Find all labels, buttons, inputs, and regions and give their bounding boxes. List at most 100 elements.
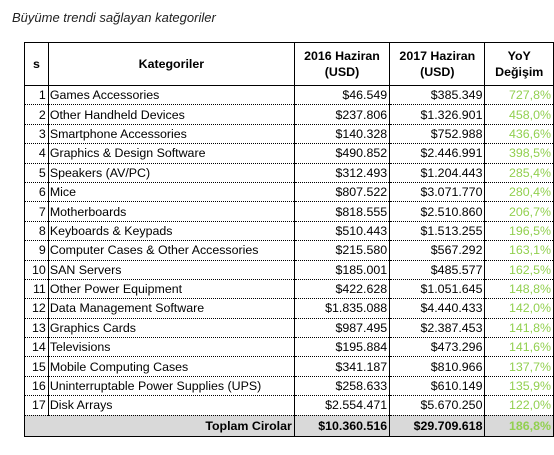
- row-category: Other Power Equipment: [47, 279, 295, 300]
- row-2017: $2.510.860: [389, 201, 486, 222]
- header-yoy: YoY Değişim: [484, 42, 554, 86]
- row-2016: $195.884: [293, 337, 391, 358]
- total-yoy: 186,8%: [484, 415, 554, 437]
- table-row: 14 Televisions $195.884 $473.296 141,6%: [24, 337, 554, 358]
- table-row: 13 Graphics Cards $987.495 $2.387.453 141,8%: [24, 318, 554, 339]
- row-yoy: 141,8%: [484, 318, 554, 339]
- row-index: 10: [24, 260, 49, 280]
- row-index: 1: [24, 85, 49, 106]
- row-index: 5: [24, 163, 49, 183]
- table-row: 11 Other Power Equipment $422.628 $1.051.64…: [24, 279, 554, 300]
- header-2017: 2017 Haziran (USD): [389, 42, 486, 86]
- row-yoy: 137,7%: [484, 356, 554, 377]
- row-category: Televisions: [47, 337, 295, 358]
- row-2017: $1.326.901: [389, 104, 486, 125]
- row-category: Computer Cases & Other Accessories: [47, 240, 295, 261]
- row-yoy: 458,0%: [484, 104, 554, 125]
- row-yoy: 135,9%: [484, 376, 554, 397]
- row-category: Mice: [47, 182, 295, 203]
- row-index: 17: [24, 395, 49, 416]
- header-2016: 2016 Haziran (USD): [293, 42, 391, 86]
- table-row: 15 Mobile Computing Cases $341.187 $810.966…: [24, 356, 554, 377]
- row-2016: $237.806: [293, 104, 391, 125]
- row-category: Data Management Software: [47, 298, 295, 319]
- row-category: Keyboards & Keypads: [47, 221, 295, 242]
- row-2017: $752.988: [389, 124, 486, 145]
- growth-categories-table: s Kategoriler 2016 Haziran (USD) 2017 Ha…: [24, 42, 554, 437]
- row-yoy: 148,8%: [484, 279, 554, 300]
- row-category: Graphics Cards: [47, 318, 295, 339]
- row-category: Games Accessories: [47, 85, 295, 106]
- row-index: 9: [24, 240, 49, 261]
- table-row: 17 Disk Arrays $2.554.471 $5.670.250 122,0%: [24, 395, 554, 416]
- row-2016: $510.443: [293, 221, 391, 242]
- row-2016: $140.328: [293, 124, 391, 145]
- row-index: 13: [24, 318, 49, 339]
- row-2016: $807.522: [293, 182, 391, 203]
- row-2016: $1.835.088: [293, 298, 391, 319]
- row-yoy: 280,4%: [484, 182, 554, 203]
- row-2016: $258.633: [293, 376, 391, 397]
- row-yoy: 436,6%: [484, 124, 554, 145]
- table-row: 3 Smartphone Accessories $140.328 $752.988 4…: [24, 124, 554, 145]
- row-index: 14: [24, 337, 49, 358]
- row-2017: $1.204.443: [389, 163, 486, 183]
- row-index: 12: [24, 298, 49, 319]
- row-category: SAN Servers: [47, 260, 295, 280]
- row-2017: $810.966: [389, 356, 486, 377]
- row-2016: $422.628: [293, 279, 391, 300]
- row-2017: $567.292: [389, 240, 486, 261]
- row-2016: $987.495: [293, 318, 391, 339]
- total-label: Toplam Cirolar: [24, 415, 295, 437]
- row-yoy: 122,0%: [484, 395, 554, 416]
- row-2016: $490.852: [293, 143, 391, 164]
- row-yoy: 162,5%: [484, 260, 554, 280]
- row-index: 8: [24, 221, 49, 242]
- row-yoy: 206,7%: [484, 201, 554, 222]
- row-index: 3: [24, 124, 49, 145]
- row-2017: $5.670.250: [389, 395, 486, 416]
- row-2016: $46.549: [293, 85, 391, 106]
- row-category: Other Handheld Devices: [47, 104, 295, 125]
- row-2017: $4.440.433: [389, 298, 486, 319]
- row-index: 4: [24, 143, 49, 164]
- row-index: 2: [24, 104, 49, 125]
- row-2017: $1.051.645: [389, 279, 486, 300]
- total-row: Toplam Cirolar $10.360.516 $29.709.618 1…: [24, 415, 554, 437]
- row-2017: $3.071.770: [389, 182, 486, 203]
- row-2017: $2.387.453: [389, 318, 486, 339]
- row-2017: $610.149: [389, 376, 486, 397]
- row-index: 11: [24, 279, 49, 300]
- row-category: Graphics & Design Software: [47, 143, 295, 164]
- row-2016: $312.493: [293, 163, 391, 183]
- row-2016: $2.554.471: [293, 395, 391, 416]
- row-category: Motherboards: [47, 201, 295, 222]
- row-yoy: 196,5%: [484, 221, 554, 242]
- header-index: s: [24, 42, 49, 86]
- row-2017: $1.513.255: [389, 221, 486, 242]
- row-2017: $473.296: [389, 337, 486, 358]
- row-yoy: 285,4%: [484, 163, 554, 183]
- total-2017: $29.709.618: [389, 415, 486, 437]
- row-index: 7: [24, 201, 49, 222]
- row-index: 6: [24, 182, 49, 203]
- row-category: Uninterruptable Power Supplies (UPS): [47, 376, 295, 397]
- row-2016: $818.555: [293, 201, 391, 222]
- row-2017: $485.577: [389, 260, 486, 280]
- table-row: 16 Uninterruptable Power Supplies (UPS) $2…: [24, 376, 554, 397]
- table-row: 1 Games Accessories $46.549 $385.349 727,8%: [24, 85, 554, 106]
- table-row: 7 Motherboards $818.555 $2.510.860 206,7%: [24, 201, 554, 222]
- table-row: 9 Computer Cases & Other Accessories $215.…: [24, 240, 554, 261]
- row-yoy: 142,0%: [484, 298, 554, 319]
- table-row: 5 Speakers (AV/PC) $312.493 $1.204.443 285,4…: [24, 163, 554, 183]
- table-row: 6 Mice $807.522 $3.071.770 280,4%: [24, 182, 554, 203]
- row-category: Speakers (AV/PC): [47, 163, 295, 183]
- table-row: 8 Keyboards & Keypads $510.443 $1.513.255 19…: [24, 221, 554, 242]
- table-row: 4 Graphics & Design Software $490.852 $2.44…: [24, 143, 554, 164]
- row-index: 16: [24, 376, 49, 397]
- table-header-row: s Kategoriler 2016 Haziran (USD) 2017 Ha…: [24, 42, 554, 86]
- table-row: 10 SAN Servers $185.001 $485.577 162,5%: [24, 260, 554, 280]
- row-category: Mobile Computing Cases: [47, 356, 295, 377]
- table-row: 2 Other Handheld Devices $237.806 $1.326.90…: [24, 104, 554, 125]
- row-yoy: 727,8%: [484, 85, 554, 106]
